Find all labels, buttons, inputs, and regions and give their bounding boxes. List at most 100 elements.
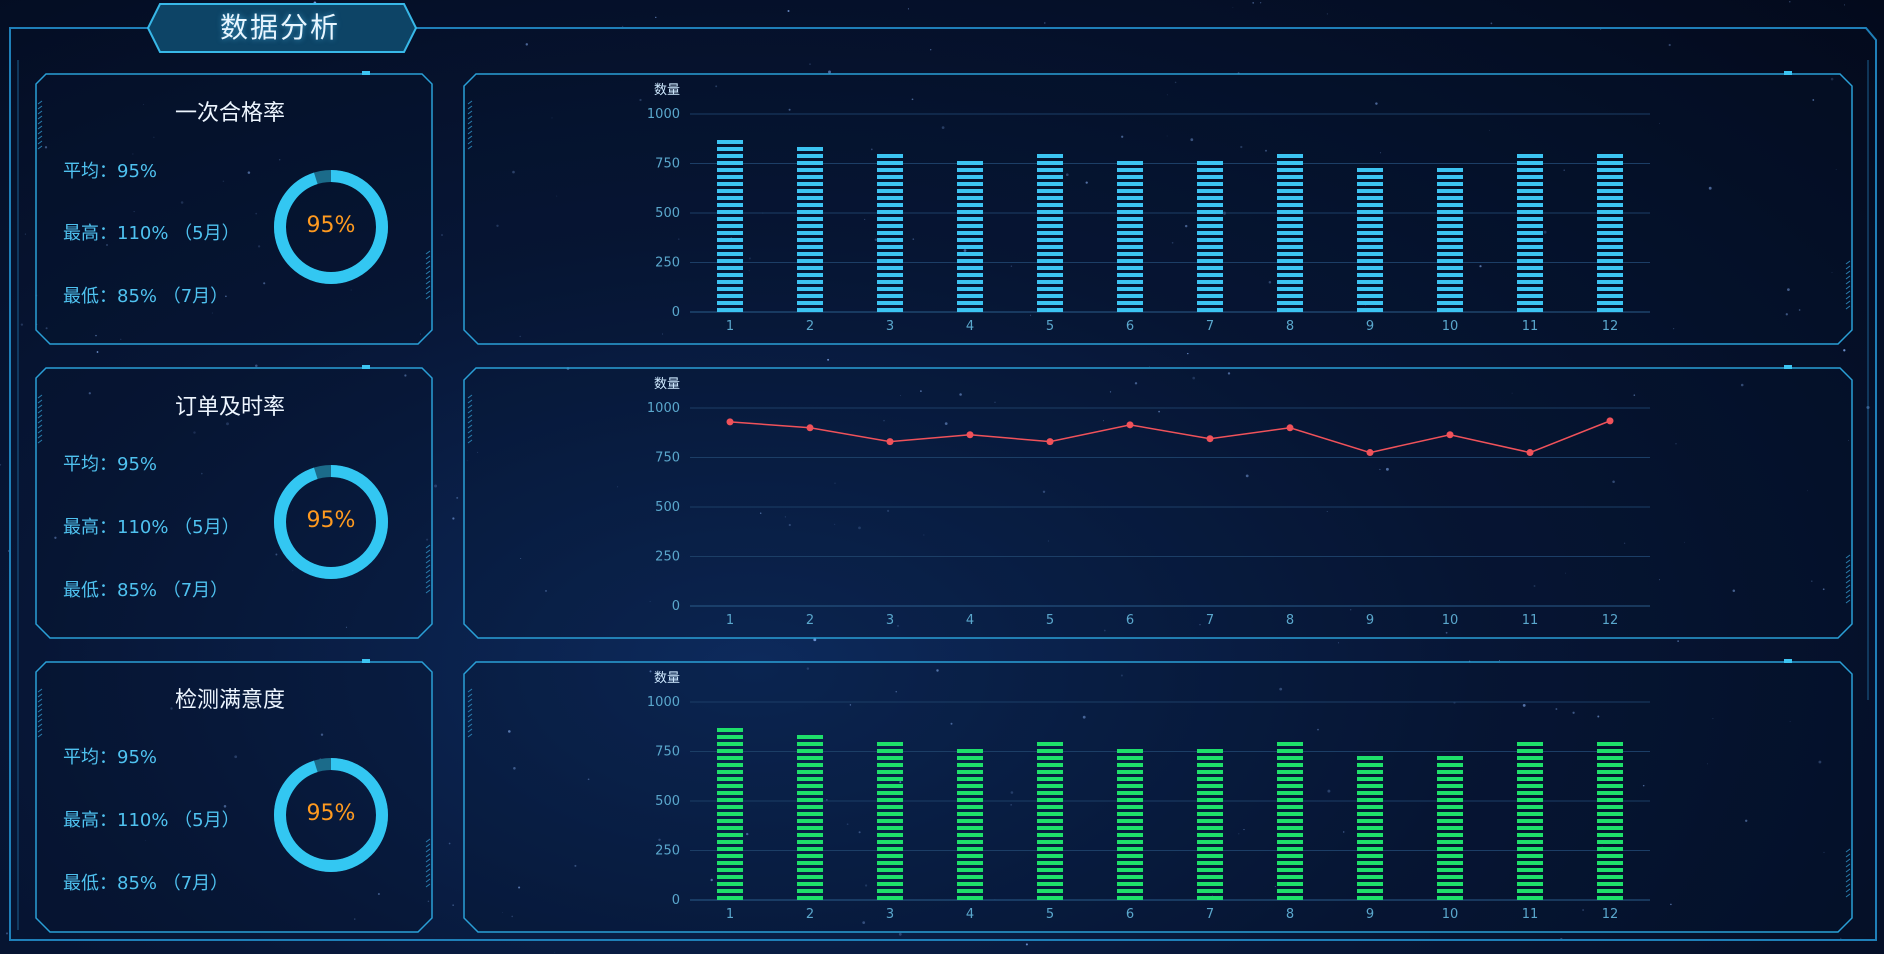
bar	[717, 728, 743, 900]
x-tick-label: 8	[1286, 613, 1294, 628]
min-label: 最低：85% （7月）	[63, 873, 229, 894]
x-tick-label: 4	[966, 907, 974, 922]
gauge-ring	[274, 758, 388, 872]
x-tick-label: 9	[1366, 613, 1374, 628]
y-tick-label: 500	[655, 794, 680, 809]
x-tick-label: 1	[726, 319, 734, 334]
x-tick-label: 11	[1522, 907, 1539, 922]
stat-card-title: 一次合格率	[174, 101, 285, 126]
bar	[1517, 742, 1543, 900]
min-label: 最低：85% （7月）	[63, 286, 229, 307]
x-tick-label: 5	[1046, 907, 1054, 922]
x-tick-label: 5	[1046, 613, 1054, 628]
line-point	[966, 431, 974, 439]
series-line	[729, 420, 1611, 454]
bar	[797, 735, 823, 900]
bar	[1357, 756, 1383, 900]
x-tick-label: 4	[966, 319, 974, 334]
x-tick-label: 3	[886, 907, 894, 922]
line-point	[1366, 449, 1374, 457]
bar	[1597, 742, 1623, 900]
x-tick-label: 10	[1442, 613, 1459, 628]
x-tick-label: 9	[1366, 907, 1374, 922]
stat-card-title: 订单及时率	[174, 395, 285, 420]
bar	[1277, 742, 1303, 900]
x-tick-label: 9	[1366, 319, 1374, 334]
y-axis-label: 数量	[654, 671, 680, 686]
x-tick-label: 12	[1602, 907, 1619, 922]
max-label: 最高：110% （5月）	[63, 810, 240, 831]
y-tick-label: 1000	[647, 107, 680, 122]
page-title: 数据分析	[219, 11, 340, 44]
y-tick-label: 1000	[647, 401, 680, 416]
line-point	[1526, 449, 1534, 457]
bar	[877, 742, 903, 900]
line-point	[726, 418, 734, 426]
bar	[1437, 168, 1463, 312]
x-tick-label: 10	[1442, 907, 1459, 922]
average-label: 平均：95%	[63, 454, 158, 475]
stat-card-title: 检测满意度	[174, 688, 285, 713]
bar	[877, 154, 903, 312]
bar	[1037, 154, 1063, 312]
x-tick-label: 1	[726, 613, 734, 628]
bar	[1197, 749, 1223, 900]
bar	[957, 749, 983, 900]
line-point	[806, 424, 814, 432]
gauge-value-label: 95%	[306, 801, 356, 826]
y-tick-label: 500	[655, 500, 680, 515]
bar	[1037, 742, 1063, 900]
x-tick-label: 3	[886, 613, 894, 628]
x-tick-label: 2	[806, 319, 814, 334]
line-point	[1046, 438, 1054, 446]
y-tick-label: 750	[655, 157, 680, 172]
x-tick-label: 11	[1522, 319, 1539, 334]
y-tick-label: 750	[655, 451, 680, 466]
line-point	[1126, 421, 1134, 429]
gauge-value-label: 95%	[306, 213, 356, 238]
y-axis-label: 数量	[654, 377, 680, 392]
gauge-fill	[274, 758, 388, 872]
x-tick-label: 12	[1602, 319, 1619, 334]
y-tick-label: 250	[655, 256, 680, 271]
bar	[1597, 154, 1623, 312]
x-tick-label: 2	[806, 613, 814, 628]
y-tick-label: 1000	[647, 695, 680, 710]
line-point	[1206, 435, 1214, 443]
x-tick-label: 1	[726, 907, 734, 922]
x-tick-label: 2	[806, 907, 814, 922]
line-point	[1446, 431, 1454, 439]
x-tick-label: 6	[1126, 319, 1134, 334]
line-point	[886, 438, 894, 446]
bar	[797, 147, 823, 312]
x-tick-label: 4	[966, 613, 974, 628]
bar	[1517, 154, 1543, 312]
bar	[1197, 161, 1223, 312]
gauge-fill	[274, 170, 388, 284]
bar	[957, 161, 983, 312]
x-tick-label: 6	[1126, 613, 1134, 628]
x-tick-label: 6	[1126, 907, 1134, 922]
line-point	[1606, 417, 1614, 425]
max-label: 最高：110% （5月）	[63, 517, 240, 538]
bar	[1357, 168, 1383, 312]
gauge-ring	[274, 170, 388, 284]
bar	[1437, 756, 1463, 900]
bar	[1117, 161, 1143, 312]
x-tick-label: 7	[1206, 319, 1214, 334]
average-label: 平均：95%	[63, 747, 158, 768]
x-tick-label: 3	[886, 319, 894, 334]
y-tick-label: 750	[655, 745, 680, 760]
gauge-fill	[274, 465, 388, 579]
y-tick-label: 250	[655, 844, 680, 859]
min-label: 最低：85% （7月）	[63, 580, 229, 601]
bar	[1277, 154, 1303, 312]
x-tick-label: 5	[1046, 319, 1054, 334]
line-point	[1286, 424, 1294, 432]
gauge-ring	[274, 465, 388, 579]
bar	[717, 140, 743, 312]
y-axis-label: 数量	[654, 83, 680, 98]
